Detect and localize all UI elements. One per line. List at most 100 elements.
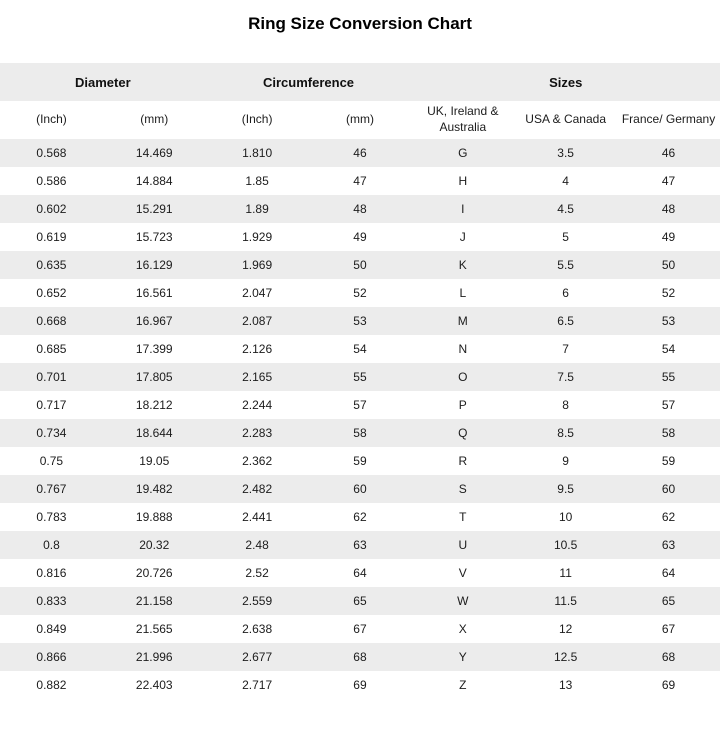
table-cell: 2.717 [205, 671, 309, 699]
table-body: 0.568 14.469 1.810 46 G 3.5 46 0.586 14.884 1.85 4… [0, 139, 720, 699]
table-cell: 0.717 [0, 391, 103, 419]
table-cell: 48 [617, 195, 720, 223]
table-cell: 48 [308, 195, 412, 223]
table-cell: 14.884 [102, 167, 206, 195]
column-header-circumference-inch: (Inch) [205, 101, 309, 139]
table-cell: 54 [308, 335, 412, 363]
table-cell: 0.783 [0, 503, 103, 531]
table-row: 0.8 20.32 2.48 63 U 10.5 63 [0, 531, 720, 559]
table-cell: U [411, 531, 515, 559]
table-row: 0.882 22.403 2.717 69 Z 13 69 [0, 671, 720, 699]
table-cell: 19.482 [102, 475, 206, 503]
table-cell: 15.291 [102, 195, 206, 223]
table-cell: 47 [617, 167, 720, 195]
table-cell: 4 [514, 167, 618, 195]
table-cell: 4.5 [514, 195, 618, 223]
table-cell: 69 [308, 671, 412, 699]
table-cell: I [411, 195, 515, 223]
table-cell: 2.638 [205, 615, 309, 643]
column-header-uk-ireland-australia: UK, Ireland & Australia [411, 101, 515, 139]
table-cell: 60 [308, 475, 412, 503]
table-cell: 62 [308, 503, 412, 531]
table-cell: 2.52 [205, 559, 309, 587]
table-cell: 0.619 [0, 223, 103, 251]
table-row: 0.734 18.644 2.283 58 Q 8.5 58 [0, 419, 720, 447]
table-cell: 21.996 [102, 643, 206, 671]
table-cell: 2.362 [205, 447, 309, 475]
table-cell: 11.5 [514, 587, 618, 615]
table-cell: 53 [617, 307, 720, 335]
table-cell: 0.586 [0, 167, 103, 195]
group-header-diameter: Diameter [0, 63, 206, 101]
table-cell: 12 [514, 615, 618, 643]
table-cell: Q [411, 419, 515, 447]
table-row: 0.717 18.212 2.244 57 P 8 57 [0, 391, 720, 419]
table-row: 0.701 17.805 2.165 55 O 7.5 55 [0, 363, 720, 391]
table-cell: 2.283 [205, 419, 309, 447]
table-cell: 0.668 [0, 307, 103, 335]
column-header-usa-canada: USA & Canada [514, 101, 618, 139]
table-cell: 50 [308, 251, 412, 279]
table-cell: 55 [308, 363, 412, 391]
column-header-diameter-inch: (Inch) [0, 101, 103, 139]
table-cell: 9 [514, 447, 618, 475]
column-header-circumference-mm: (mm) [308, 101, 412, 139]
table-cell: 59 [617, 447, 720, 475]
table-cell: J [411, 223, 515, 251]
table-cell: 2.677 [205, 643, 309, 671]
table-row: 0.668 16.967 2.087 53 M 6.5 53 [0, 307, 720, 335]
table-cell: 5 [514, 223, 618, 251]
table-row: 0.635 16.129 1.969 50 K 5.5 50 [0, 251, 720, 279]
table-cell: 7 [514, 335, 618, 363]
table-cell: S [411, 475, 515, 503]
group-header-sizes: Sizes [411, 63, 720, 101]
table-cell: 0.866 [0, 643, 103, 671]
table-cell: 1.810 [205, 139, 309, 167]
table-row: 0.586 14.884 1.85 47 H 4 47 [0, 167, 720, 195]
page-title: Ring Size Conversion Chart [248, 14, 472, 33]
table-cell: 2.441 [205, 503, 309, 531]
table-cell: 52 [617, 279, 720, 307]
table-cell: 16.967 [102, 307, 206, 335]
table-cell: 16.129 [102, 251, 206, 279]
table-cell: 57 [308, 391, 412, 419]
table-cell: 0.635 [0, 251, 103, 279]
ring-size-conversion-table: Diameter Circumference Sizes (Inch) (mm)… [0, 63, 720, 699]
table-cell: 0.652 [0, 279, 103, 307]
table-cell: 15.723 [102, 223, 206, 251]
table-row: 0.849 21.565 2.638 67 X 12 67 [0, 615, 720, 643]
table-cell: 54 [617, 335, 720, 363]
table-cell: 0.833 [0, 587, 103, 615]
table-cell: 50 [617, 251, 720, 279]
table-cell: 7.5 [514, 363, 618, 391]
table-cell: O [411, 363, 515, 391]
table-row: 0.75 19.05 2.362 59 R 9 59 [0, 447, 720, 475]
table-cell: 62 [617, 503, 720, 531]
table-cell: 67 [617, 615, 720, 643]
table-cell: 9.5 [514, 475, 618, 503]
table-cell: 0.767 [0, 475, 103, 503]
table-cell: 17.805 [102, 363, 206, 391]
table-cell: 2.48 [205, 531, 309, 559]
table-cell: T [411, 503, 515, 531]
table-cell: K [411, 251, 515, 279]
group-header-circumference: Circumference [205, 63, 412, 101]
table-cell: 55 [617, 363, 720, 391]
table-row: 0.652 16.561 2.047 52 L 6 52 [0, 279, 720, 307]
table-cell: 0.75 [0, 447, 103, 475]
table-cell: 2.087 [205, 307, 309, 335]
table-cell: 67 [308, 615, 412, 643]
table-cell: 2.244 [205, 391, 309, 419]
table-cell: 18.644 [102, 419, 206, 447]
table-cell: 1.89 [205, 195, 309, 223]
table-cell: 12.5 [514, 643, 618, 671]
table-cell: 49 [308, 223, 412, 251]
table-cell: G [411, 139, 515, 167]
table-cell: 0.602 [0, 195, 103, 223]
table-cell: 57 [617, 391, 720, 419]
table-cell: 0.701 [0, 363, 103, 391]
column-header-diameter-mm: (mm) [102, 101, 206, 139]
table-cell: 59 [308, 447, 412, 475]
table-cell: 0.849 [0, 615, 103, 643]
table-cell: 63 [617, 531, 720, 559]
